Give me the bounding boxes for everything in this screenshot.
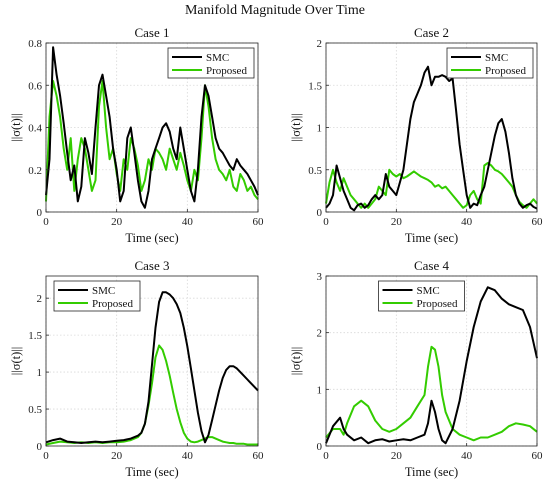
- panel-title: Case 2: [414, 25, 449, 40]
- x-tick-label: 20: [391, 216, 403, 228]
- x-tick-label: 0: [323, 450, 329, 462]
- panel-2: 0 20 40 60 0 0.5 1 1.5 2 Case 2 Time (sec) ||σ(t)||…: [289, 25, 543, 245]
- legend-label: SMC: [92, 285, 115, 297]
- series-line-smc: [325, 286, 538, 445]
- x-tick-label: 0: [43, 216, 49, 228]
- legend-box: [167, 47, 255, 79]
- x-axis-label: Time (sec): [405, 231, 458, 245]
- y-tick-label: 2: [37, 293, 43, 305]
- y-tick-label: 0.4: [28, 123, 42, 135]
- panel-title: Case 4: [414, 258, 450, 273]
- legend-label: SMC: [417, 285, 440, 297]
- x-tick-label: 0: [43, 450, 49, 462]
- axes-box: [325, 275, 538, 447]
- x-tick-label: 40: [461, 216, 473, 228]
- y-axis-label: ||σ(t)||: [289, 347, 303, 376]
- x-tick-label: 0: [323, 216, 329, 228]
- legend-box: [378, 280, 465, 312]
- x-tick-label: 20: [111, 450, 123, 462]
- y-tick-label: 1: [317, 123, 323, 135]
- y-tick-label: 0.8: [28, 38, 42, 50]
- axes-box: [45, 275, 259, 447]
- panel-title: Case 1: [134, 25, 169, 40]
- legend-label: SMC: [485, 52, 508, 64]
- x-tick-label: 60: [532, 216, 544, 228]
- y-tick-label: 2: [317, 38, 323, 50]
- x-tick-label: 20: [111, 216, 123, 228]
- y-tick-label: 0.2: [28, 165, 42, 177]
- y-tick-label: 0.5: [28, 404, 42, 416]
- legend-label: Proposed: [206, 65, 247, 77]
- y-axis-label: ||σ(t)||: [9, 113, 23, 142]
- legend-label: Proposed: [92, 298, 133, 310]
- legend-box: [53, 280, 141, 312]
- x-tick-label: 40: [182, 450, 194, 462]
- y-tick-label: 0: [317, 441, 323, 453]
- panel-4: 0 20 40 60 0 1 2 3 Case 4 Time (sec) ||σ(t)|| SMCPr…: [289, 258, 543, 479]
- y-tick-label: 0: [317, 207, 323, 219]
- y-tick-label: 0: [37, 441, 43, 453]
- y-tick-label: 0: [37, 207, 43, 219]
- y-tick-label: 3: [317, 271, 323, 283]
- figure-title: Manifold Magnitude Over Time: [185, 3, 365, 18]
- panel-1: 0 20 40 60 0 0.2 0.4 0.6 0.8 Case 1 Time (sec) ||σ(…: [9, 25, 264, 245]
- legend-label: Proposed: [417, 298, 458, 310]
- y-tick-label: 1: [317, 384, 323, 396]
- x-tick-label: 60: [532, 450, 544, 462]
- series-line-proposed: [45, 80, 259, 202]
- y-axis-label: ||σ(t)||: [289, 113, 303, 142]
- y-axis-label: ||σ(t)||: [9, 347, 23, 376]
- y-tick-label: 1.5: [28, 330, 42, 342]
- panel-3: 0 20 40 60 0 0.5 1 1.5 2 Case 3 Time (sec) ||σ(t)||…: [9, 258, 264, 479]
- y-tick-label: 0.5: [308, 165, 322, 177]
- legend-label: SMC: [206, 52, 229, 64]
- series-line-smc: [45, 291, 259, 444]
- legend-label: Proposed: [485, 65, 526, 77]
- x-axis-label: Time (sec): [405, 465, 458, 479]
- x-tick-label: 20: [391, 450, 403, 462]
- panel-title: Case 3: [134, 258, 169, 273]
- series-line-proposed: [325, 162, 538, 209]
- series-line-smc: [45, 46, 259, 209]
- y-tick-label: 0.6: [28, 80, 42, 92]
- x-tick-label: 60: [253, 216, 265, 228]
- x-tick-label: 60: [253, 450, 265, 462]
- y-tick-label: 2: [317, 328, 323, 340]
- x-axis-label: Time (sec): [125, 231, 178, 245]
- x-tick-label: 40: [461, 450, 473, 462]
- x-axis-label: Time (sec): [125, 465, 178, 479]
- series-line-smc: [325, 65, 538, 212]
- x-tick-label: 40: [182, 216, 194, 228]
- y-tick-label: 1.5: [308, 80, 322, 92]
- y-tick-label: 1: [37, 367, 43, 379]
- legend-box: [446, 47, 534, 79]
- series-line-proposed: [325, 345, 538, 442]
